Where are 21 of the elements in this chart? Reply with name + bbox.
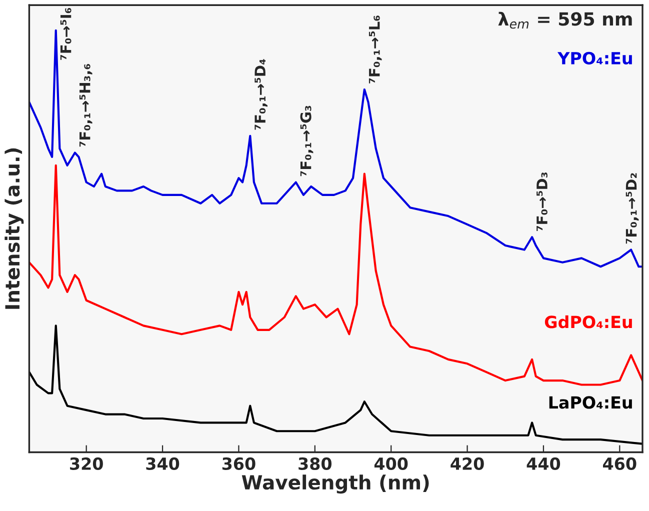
x-axis-title: Wavelength (nm) (242, 474, 429, 494)
annotation: ⁷F₀,₁→⁵D₂ (626, 173, 639, 244)
text: λ$_{em}$ = 595 nm (498, 12, 632, 29)
y-axis-title: Intensity (a.u.) (4, 148, 24, 309)
x-tick-label: 340 (146, 457, 180, 470)
series-label: LaPO₄:Eu (549, 396, 632, 409)
x-tick-label: 440 (526, 457, 560, 470)
series-label: GdPO₄:Eu (544, 315, 632, 328)
annotation: ⁷F₀→⁵D₃ (536, 172, 548, 231)
text: YPO₄:Eu (557, 52, 632, 64)
x-tick-label: 360 (222, 457, 256, 470)
annotation: ⁷F₀,₁→⁵H₃,₆ (79, 64, 92, 147)
x-tick-label: 420 (450, 457, 484, 470)
annotation: ⁷F₀,₁→⁵L₆ (368, 16, 382, 84)
annotation: ⁷F₀→⁵I₆ (60, 8, 72, 60)
annotation: ⁷F₀,₁→⁵D₄ (254, 59, 268, 130)
x-tick-label: 400 (374, 457, 408, 470)
x-tick-label: 380 (298, 457, 332, 470)
x-tick-label: 320 (70, 457, 103, 470)
annotation: ⁷F₀,₁→⁵G₃ (300, 106, 314, 176)
x-tick-label: 460 (603, 457, 636, 470)
